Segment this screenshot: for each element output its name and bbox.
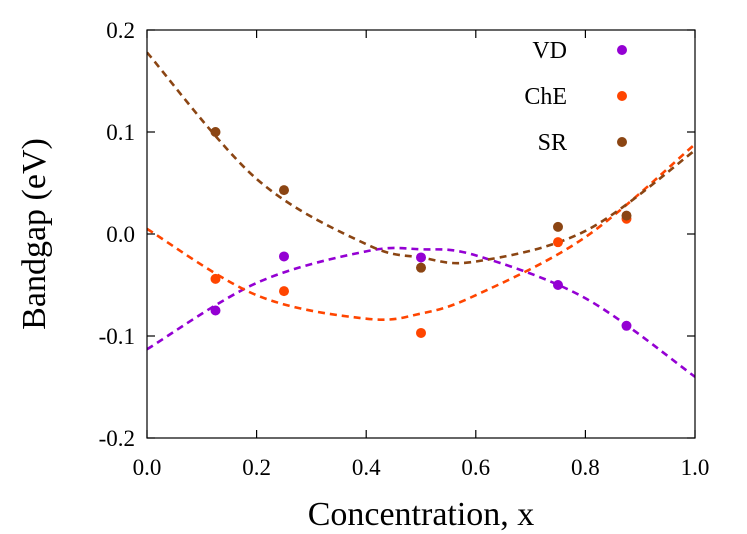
data-point-sr (553, 221, 563, 232)
data-point-vd (210, 305, 221, 316)
y-tick-label: -0.1 (99, 324, 135, 349)
x-tick-label: 1.0 (681, 455, 710, 480)
data-point-vd (416, 252, 426, 263)
x-tick-label: 0.4 (352, 455, 381, 480)
data-point-che (416, 327, 426, 338)
legend-marker-sr (617, 137, 627, 147)
data-point-vd (621, 320, 632, 331)
data-point-sr (416, 262, 426, 273)
x-tick-label: 0.6 (461, 455, 490, 480)
y-tick-label: 0.2 (106, 18, 135, 43)
legend-marker-che (617, 91, 627, 101)
legend-label-sr: SR (538, 130, 567, 156)
data-point-che (210, 273, 221, 284)
x-tick-label: 0.8 (571, 455, 600, 480)
y-tick-label: 0.1 (106, 120, 135, 145)
data-point-vd (553, 280, 563, 290)
x-tick-label: 0.0 (133, 455, 162, 480)
data-point-che (279, 286, 289, 297)
data-point-vd (279, 251, 289, 262)
data-point-sr (621, 210, 632, 221)
fit-curve-che (147, 143, 695, 322)
plot-frame (146, 29, 696, 439)
data-point-che (553, 237, 563, 248)
data-point-sr (210, 127, 221, 137)
legend-label-che: ChE (524, 84, 567, 110)
y-tick-label: 0.0 (106, 222, 135, 247)
data-point-sr (279, 185, 289, 196)
y-tick-label: -0.2 (99, 426, 135, 451)
x-tick-label: 0.2 (242, 455, 271, 480)
fit-curve-sr (147, 51, 695, 265)
y-axis-title: Bandgap (eV) (16, 138, 53, 330)
legend: VD ChE SR (524, 38, 627, 156)
legend-marker-vd (617, 45, 627, 55)
x-axis-title: Concentration, x (308, 496, 535, 533)
legend-label-vd: VD (532, 38, 567, 64)
fit-curve-vd (147, 246, 695, 378)
